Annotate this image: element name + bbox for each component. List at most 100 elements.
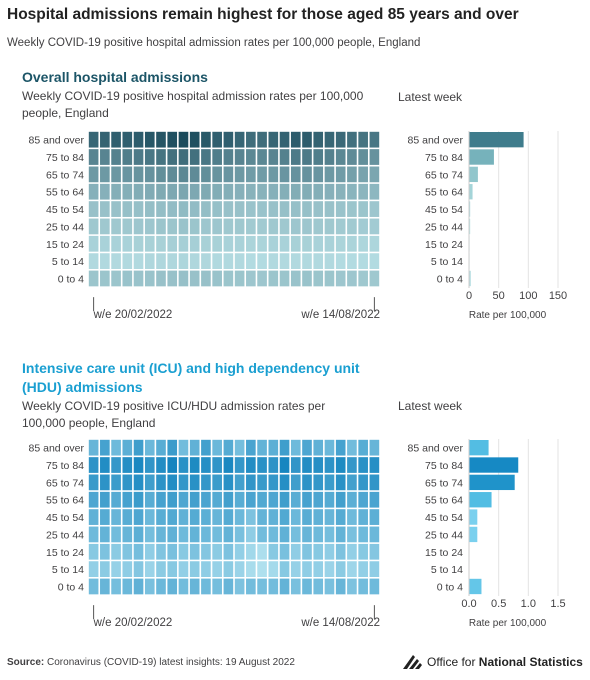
- heatmap-cell: [189, 253, 200, 269]
- heatmap-cell: [156, 474, 166, 491]
- heatmap-cell: [88, 509, 99, 525]
- heatmap-cell: [178, 439, 189, 456]
- heatmap-cell: [369, 474, 380, 491]
- heatmap-cell: [324, 131, 335, 148]
- heatmap-cell: [167, 491, 178, 508]
- panel1-title: Overall hospital admissions: [22, 68, 208, 87]
- heatmap-cell: [246, 201, 256, 217]
- bar-row-label: 25 to 44: [425, 221, 463, 233]
- heatmap-cell: [358, 270, 368, 287]
- heatmap-cell: [313, 543, 324, 560]
- heatmap-cell: [223, 166, 234, 183]
- heatmap-cell: [335, 543, 346, 560]
- heatmap-cell: [279, 509, 290, 525]
- heatmap-cell: [133, 491, 144, 508]
- latest-week-bar: [469, 526, 478, 543]
- bar-row-label: 55 to 64: [425, 495, 463, 507]
- panel2-subtitle: Weekly COVID-19 positive ICU/HDU admissi…: [22, 398, 325, 432]
- row-label: 0 to 4: [58, 581, 84, 593]
- heatmap-cell: [290, 235, 301, 252]
- heatmap-cell: [100, 149, 110, 165]
- heatmap-cell: [144, 183, 155, 200]
- heatmap-cell: [111, 149, 121, 165]
- bar-x-tick-label: 0: [466, 290, 472, 302]
- heatmap-cell: [234, 474, 245, 491]
- heatmap-cell: [212, 509, 222, 525]
- heatmap-cell: [144, 149, 155, 165]
- heatmap-cell: [234, 543, 245, 560]
- heatmap-cell: [178, 253, 189, 269]
- heatmap-cell: [111, 491, 121, 508]
- panel2-title-line: (HDU) admissions: [22, 379, 143, 395]
- heatmap-cell: [335, 235, 346, 252]
- heatmap-cell: [290, 509, 301, 525]
- heatmap-cell: [156, 183, 166, 200]
- heatmap-cell: [335, 201, 346, 217]
- heatmap-cell: [100, 561, 110, 577]
- heatmap-cell: [257, 491, 267, 508]
- heatmap-cell: [88, 183, 99, 200]
- heatmap-cell: [279, 131, 290, 148]
- heatmap-cell: [268, 439, 279, 456]
- heatmap-cell: [144, 201, 155, 217]
- heatmap-cell: [178, 218, 189, 235]
- heatmap-cell: [279, 149, 290, 165]
- heatmap-cell: [88, 166, 99, 183]
- heatmap-cell: [290, 183, 301, 200]
- heatmap-cell: [167, 543, 178, 560]
- heatmap-cell: [223, 474, 234, 491]
- heatmap-cell: [347, 235, 357, 252]
- heatmap-cell: [234, 235, 245, 252]
- heatmap-cell: [189, 218, 200, 235]
- heatmap-cell: [246, 543, 256, 560]
- row-label: 0 to 4: [58, 273, 84, 285]
- heatmap-cell: [246, 235, 256, 252]
- heatmap-cell: [290, 543, 301, 560]
- heatmap-cell: [257, 166, 267, 183]
- heatmap-cell: [302, 149, 312, 165]
- source-text: Coronavirus (COVID-19) latest insights: …: [44, 657, 295, 668]
- heatmap-cell: [313, 235, 324, 252]
- heatmap-cell: [133, 166, 144, 183]
- heatmap-cell: [189, 561, 200, 577]
- heatmap-cell: [234, 561, 245, 577]
- heatmap-cell: [302, 166, 312, 183]
- heatmap-cell: [302, 543, 312, 560]
- latest-week-bar: [469, 132, 524, 148]
- heatmap-cell: [167, 253, 178, 269]
- heatmap-cell: [302, 474, 312, 491]
- latest-week-bar: [469, 440, 489, 456]
- bar-x-tick-label: 50: [493, 290, 505, 302]
- heatmap-cell: [246, 491, 256, 508]
- bar-row-label: 0 to 4: [437, 581, 463, 593]
- heatmap-cell: [313, 218, 324, 235]
- heatmap-cell: [88, 201, 99, 217]
- heatmap-cell: [201, 218, 211, 235]
- heatmap-cell: [302, 457, 312, 473]
- heatmap-cell: [111, 270, 121, 287]
- heatmap-cell: [88, 474, 99, 491]
- heatmap-cell: [122, 474, 133, 491]
- heatmap-cell: [347, 526, 357, 543]
- heatmap-cell: [279, 166, 290, 183]
- heatmap-cell: [335, 218, 346, 235]
- heatmap-cell: [189, 166, 200, 183]
- heatmap-cell: [122, 218, 133, 235]
- heatmap-cell: [156, 253, 166, 269]
- heatmap-cell: [257, 578, 267, 595]
- heatmap-cell: [358, 561, 368, 577]
- heatmap-cell: [358, 474, 368, 491]
- heatmap-cell: [268, 526, 279, 543]
- heatmap-cell: [212, 218, 222, 235]
- heatmap-cell: [122, 149, 133, 165]
- heatmap-cell: [212, 149, 222, 165]
- row-label: 15 to 24: [46, 239, 84, 251]
- heatmap-cell: [302, 235, 312, 252]
- bar-row-label: 5 to 14: [431, 256, 463, 268]
- heatmap-cell: [223, 270, 234, 287]
- heatmap-cell: [201, 235, 211, 252]
- heatmap-cell: [201, 543, 211, 560]
- heatmap-cell: [279, 439, 290, 456]
- heatmap-cell: [246, 439, 256, 456]
- heatmap-cell: [257, 270, 267, 287]
